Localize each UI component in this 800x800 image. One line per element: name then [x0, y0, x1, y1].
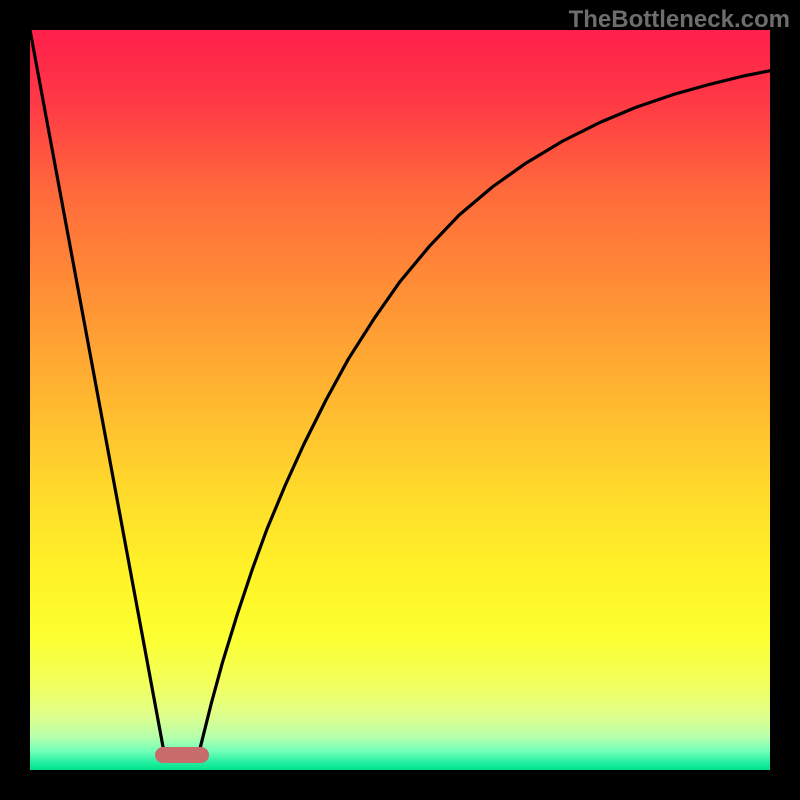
bottleneck-marker [155, 747, 209, 763]
chart-plot-area [30, 30, 770, 770]
watermark-text: TheBottleneck.com [569, 6, 790, 34]
curve-overlay [30, 30, 770, 770]
